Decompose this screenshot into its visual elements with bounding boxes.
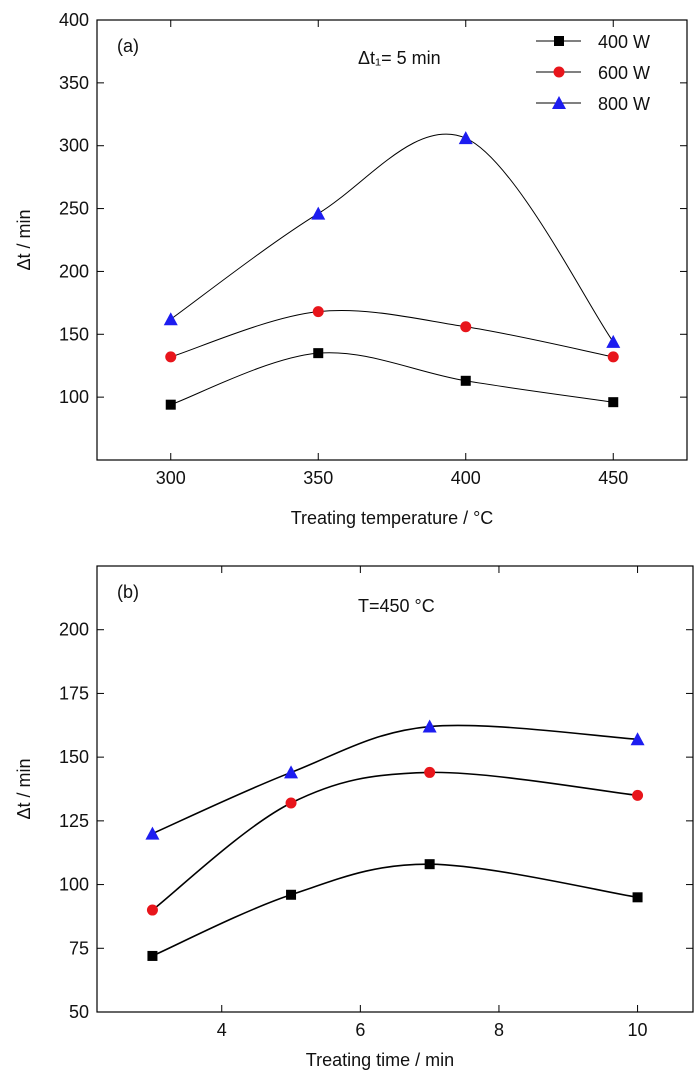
data-point-square: [313, 348, 324, 359]
plot-frame-b: [96, 565, 694, 1013]
legend-marker-circle: [553, 66, 565, 78]
annotation-b: T=450 °C: [358, 596, 435, 616]
y-tick-label: 75: [69, 938, 89, 958]
data-point-circle: [632, 789, 644, 801]
curves-a: [170, 133, 614, 406]
data-point-circle: [146, 904, 158, 916]
data-point-triangle: [606, 334, 621, 348]
data-point-square: [632, 892, 643, 903]
x-tick-label: 450: [598, 468, 628, 488]
series-curve-600w: [151, 771, 638, 911]
x-tick-label: 8: [494, 1020, 504, 1040]
data-point-triangle: [311, 206, 326, 220]
data-point-circle: [607, 351, 619, 363]
markers-a: [163, 131, 621, 410]
data-point-square: [165, 399, 176, 410]
data-point-square: [608, 397, 619, 408]
legend-label-600w: 600 W: [598, 63, 650, 83]
x-ticks-a: 300 350 400 450: [156, 20, 628, 488]
legend: 400 W 600 W 800 W: [536, 32, 650, 114]
y-tick-label: 300: [59, 136, 89, 156]
markers-b: [145, 719, 645, 961]
x-tick-label: 6: [355, 1020, 365, 1040]
y-tick-label: 125: [59, 811, 89, 831]
y-tick-label: 250: [59, 199, 89, 219]
panel-label-b: (b): [117, 582, 139, 602]
panel-label-a: (a): [117, 36, 139, 56]
data-point-circle: [165, 351, 177, 363]
series-curve-600w: [170, 310, 614, 358]
panel-a: 100 150 200 250 300 350 400 300 350 400 450 (a) Δ…: [14, 10, 688, 528]
series-curve-800w: [152, 724, 638, 835]
data-point-circle: [424, 766, 436, 778]
x-tick-label: 300: [156, 468, 186, 488]
data-point-triangle: [163, 312, 178, 326]
x-axis-label-a: Treating temperature / °C: [291, 508, 494, 528]
data-point-triangle: [145, 826, 160, 840]
plot-frame-a: [96, 19, 688, 461]
legend-label-400w: 400 W: [598, 32, 650, 52]
y-tick-label: 150: [59, 747, 89, 767]
y-ticks-b: 50 75 100 125 150 175 200: [59, 620, 693, 1022]
x-axis-label-b: Treating time / min: [306, 1050, 454, 1070]
legend-item-400w: 400 W: [536, 32, 650, 52]
y-tick-label: 350: [59, 73, 89, 93]
data-point-triangle: [422, 719, 437, 733]
legend-item-800w: 800 W: [536, 94, 650, 114]
data-point-circle: [285, 797, 297, 809]
data-point-circle: [312, 306, 324, 318]
data-point-circle: [460, 321, 472, 333]
series-curve-400w: [170, 352, 614, 406]
x-ticks-b: 4 6 8 10: [217, 566, 648, 1040]
y-tick-label: 150: [59, 324, 89, 344]
data-point-square: [286, 889, 297, 900]
y-ticks-a: 100 150 200 250 300 350 400: [59, 10, 687, 407]
y-tick-label: 200: [59, 620, 89, 640]
y-tick-label: 50: [69, 1002, 89, 1022]
series-curve-400w: [152, 863, 638, 957]
curves-b: [151, 724, 638, 957]
data-point-triangle: [630, 732, 645, 746]
annotation-a: Δt₁= 5 min: [358, 48, 441, 68]
data-point-square: [460, 375, 471, 386]
data-point-square: [147, 950, 158, 961]
data-point-square: [424, 859, 435, 870]
y-tick-label: 200: [59, 261, 89, 281]
legend-marker-square: [554, 36, 564, 46]
legend-label-800w: 800 W: [598, 94, 650, 114]
y-tick-label: 175: [59, 683, 89, 703]
legend-marker-triangle: [552, 96, 566, 109]
y-tick-label: 100: [59, 387, 89, 407]
x-tick-label: 350: [303, 468, 333, 488]
y-tick-label: 400: [59, 10, 89, 30]
data-point-triangle: [284, 765, 299, 779]
x-tick-label: 10: [628, 1020, 648, 1040]
legend-item-600w: 600 W: [536, 63, 650, 83]
panel-b: 50 75 100 125 150 175 200 4 6 8 10 (b) T=450 °C T…: [14, 565, 694, 1070]
y-axis-label-a: Δt / min: [14, 209, 34, 270]
x-tick-label: 4: [217, 1020, 227, 1040]
x-tick-label: 400: [451, 468, 481, 488]
data-point-triangle: [458, 131, 473, 145]
series-curve-800w: [170, 133, 614, 343]
y-axis-label-b: Δt / min: [14, 758, 34, 819]
y-tick-label: 100: [59, 875, 89, 895]
